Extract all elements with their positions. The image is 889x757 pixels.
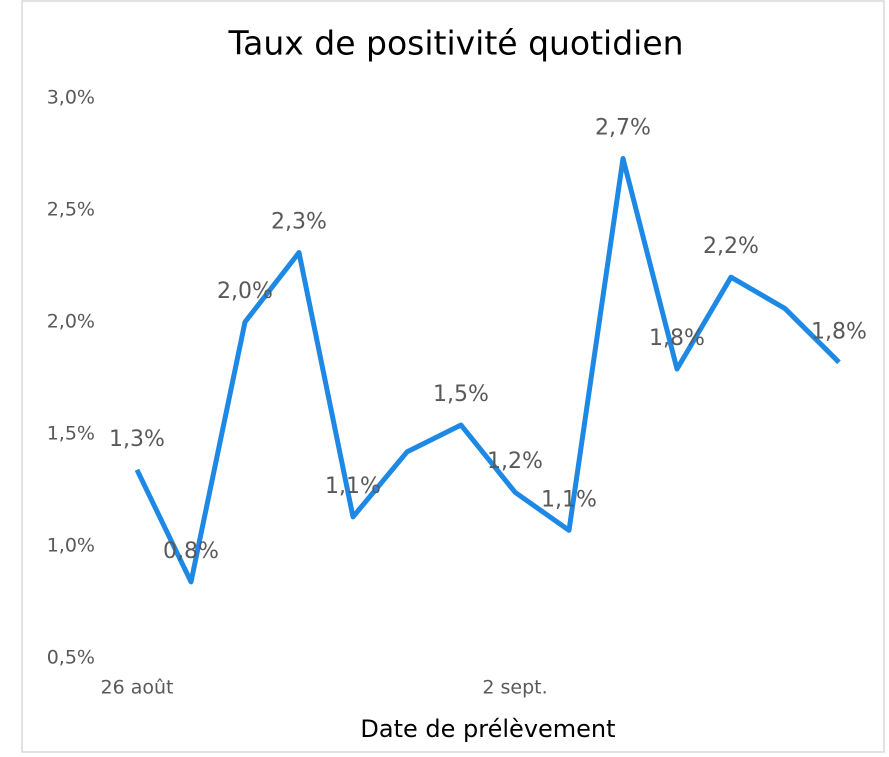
y-tick-label: 1,5%: [47, 423, 95, 445]
data-label: 0,8%: [163, 539, 219, 564]
data-label: 1,3%: [109, 427, 165, 452]
data-label: 2,0%: [217, 279, 273, 304]
y-tick-label: 2,0%: [47, 311, 95, 333]
data-label: 2,3%: [271, 210, 327, 235]
x-tick-label: 26 août: [101, 677, 174, 699]
data-label: 1,8%: [649, 326, 705, 351]
data-label: 2,2%: [703, 234, 759, 259]
y-tick-label: 3,0%: [47, 87, 95, 109]
chart-frame: [21, 0, 885, 753]
y-tick-label: 2,5%: [47, 199, 95, 221]
x-tick-label: 2 sept.: [482, 677, 547, 699]
y-tick-label: 1,0%: [47, 535, 95, 557]
x-axis-title: Date de prélèvement: [360, 715, 615, 743]
line: [134, 155, 841, 585]
chart-title: Taux de positivité quotidien: [227, 24, 683, 63]
data-label: 1,8%: [811, 319, 867, 344]
data-label: 1,2%: [487, 449, 543, 474]
data-label: 1,1%: [541, 487, 597, 512]
data-label: 1,5%: [433, 382, 489, 407]
data-label: 2,7%: [595, 115, 651, 140]
data-label: 1,1%: [325, 474, 381, 499]
y-tick-label: 0,5%: [47, 647, 95, 669]
